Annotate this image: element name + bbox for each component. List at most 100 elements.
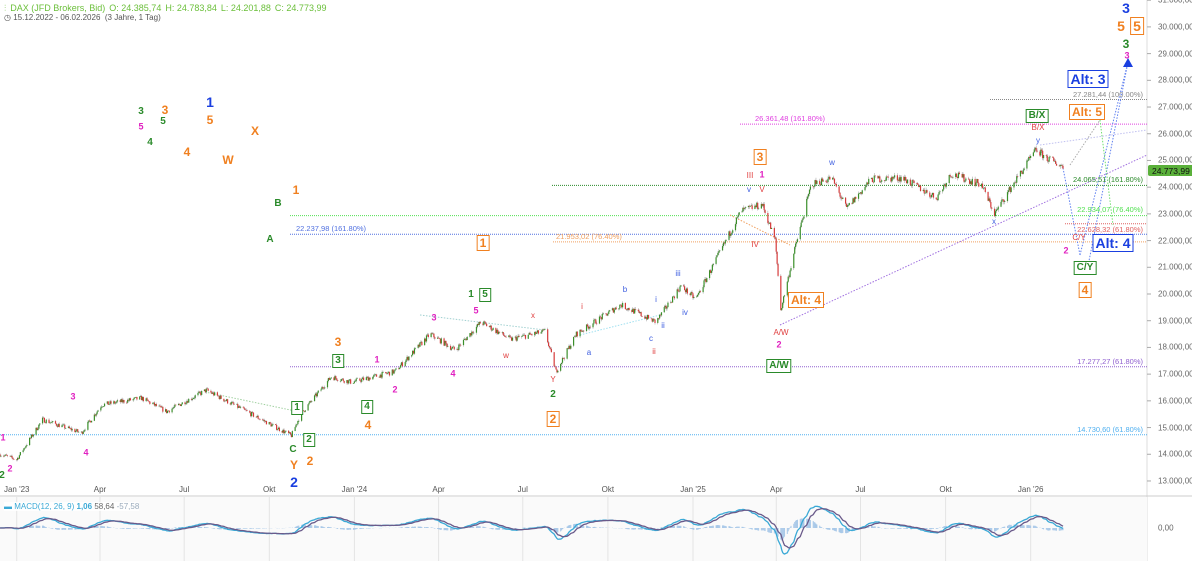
candle xyxy=(472,331,474,333)
candle xyxy=(702,287,704,293)
candle xyxy=(734,224,737,231)
candle xyxy=(139,396,141,400)
candle xyxy=(834,183,837,185)
candle xyxy=(355,378,357,382)
candle xyxy=(453,346,455,350)
candle xyxy=(452,346,454,348)
candle xyxy=(802,218,804,220)
candle xyxy=(475,326,478,333)
y-tick-label: 23.000,00 xyxy=(1158,209,1192,219)
candle xyxy=(239,406,242,408)
candle xyxy=(366,376,368,378)
x-tick-label: Jan '26 xyxy=(1017,485,1044,494)
candle xyxy=(477,323,479,325)
x-tick-label: Jul xyxy=(855,485,866,494)
candle xyxy=(650,318,652,320)
candle xyxy=(217,395,219,397)
candle xyxy=(6,455,9,457)
candle xyxy=(860,192,862,194)
candle xyxy=(697,292,700,295)
candle xyxy=(943,185,945,190)
candle xyxy=(9,455,11,457)
candle xyxy=(109,401,111,405)
candle xyxy=(987,191,989,201)
candle xyxy=(936,199,938,201)
wave-label-green: A xyxy=(266,234,274,245)
candle xyxy=(495,328,497,333)
candle xyxy=(304,410,306,412)
candle xyxy=(31,434,33,437)
candle xyxy=(838,186,840,193)
candle xyxy=(561,357,564,363)
candle xyxy=(755,205,757,208)
candle xyxy=(585,324,588,331)
wave-label-red: ii xyxy=(652,347,656,356)
candle xyxy=(761,203,763,206)
candle xyxy=(404,362,406,367)
candle xyxy=(465,338,467,341)
candle xyxy=(324,387,326,389)
candle xyxy=(995,209,997,212)
candle xyxy=(255,416,257,418)
candle xyxy=(575,331,577,337)
candle xyxy=(354,381,356,382)
candle xyxy=(736,216,738,218)
candle xyxy=(39,423,41,425)
candle xyxy=(303,410,305,412)
candle xyxy=(768,222,770,224)
candle xyxy=(103,406,105,407)
candle xyxy=(114,401,116,404)
wave-label-red: B/X xyxy=(1031,123,1045,132)
candle xyxy=(981,183,984,189)
candle xyxy=(1010,187,1012,193)
candle xyxy=(654,319,656,323)
candle xyxy=(205,388,207,393)
candle xyxy=(712,263,714,265)
x-tick-label: Okt xyxy=(601,485,615,494)
candle xyxy=(469,333,471,337)
candle xyxy=(262,419,264,421)
candle xyxy=(1042,154,1045,159)
candle xyxy=(23,448,25,451)
candle xyxy=(291,431,293,438)
trend-line xyxy=(1099,119,1114,226)
candle xyxy=(717,252,719,256)
candle xyxy=(829,176,831,180)
candle xyxy=(505,336,507,338)
macd-legend[interactable]: ▬ MACD(12, 26, 9) 1,06 58,64 -57,58 xyxy=(4,502,140,511)
candle xyxy=(982,187,985,189)
candle xyxy=(976,179,978,183)
candle xyxy=(264,420,267,422)
candle xyxy=(134,397,136,398)
candle xyxy=(369,377,371,380)
candle xyxy=(10,455,12,457)
wave-label-magenta: 2 xyxy=(1063,245,1069,256)
candle xyxy=(413,348,416,354)
candle xyxy=(484,321,486,323)
candle xyxy=(1009,186,1011,193)
wave-label-magenta: 2 xyxy=(392,384,398,395)
candle xyxy=(275,424,277,425)
candle xyxy=(638,311,640,313)
y-tick-label: 31.000,00 xyxy=(1158,0,1192,5)
candle xyxy=(659,314,661,319)
candle xyxy=(64,424,66,429)
wave-label-blue: 3 xyxy=(1122,0,1130,16)
candle xyxy=(589,326,591,328)
candle xyxy=(789,270,791,278)
candle xyxy=(334,376,336,381)
candle xyxy=(924,193,926,194)
candle xyxy=(748,205,750,207)
macd-zero-tick: 0,00 xyxy=(1158,523,1174,533)
candle xyxy=(132,399,134,401)
candle xyxy=(398,368,400,370)
candle xyxy=(955,173,957,177)
candle xyxy=(451,347,453,349)
candle xyxy=(161,406,163,408)
candle xyxy=(637,309,639,312)
wave-label-green: 4 xyxy=(147,137,153,148)
candle xyxy=(361,378,363,382)
candle xyxy=(799,226,801,240)
candle xyxy=(716,255,718,258)
